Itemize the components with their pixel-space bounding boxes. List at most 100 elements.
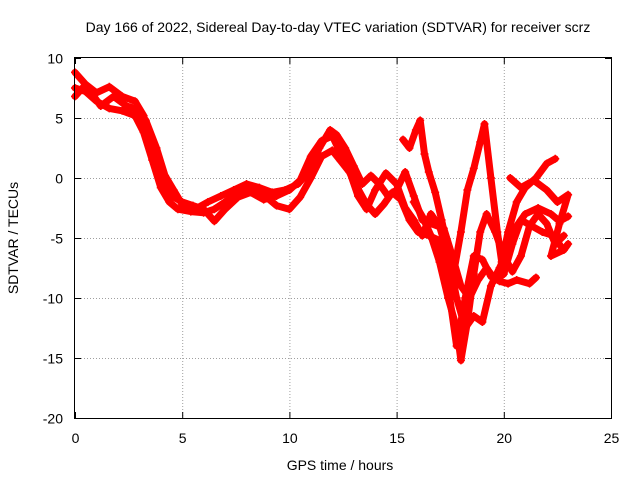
data-point <box>521 210 530 218</box>
x-tick-label: 20 <box>497 430 513 446</box>
data-point <box>379 200 388 209</box>
data-point <box>435 258 444 266</box>
data-point <box>476 228 485 236</box>
data-point <box>285 205 294 214</box>
data-point <box>371 186 380 194</box>
data-point <box>491 276 500 284</box>
data-point <box>401 168 410 176</box>
data-point <box>131 104 140 113</box>
y-tick-label: 0 <box>55 171 63 187</box>
y-tick-label: 5 <box>55 111 63 127</box>
data-point <box>326 126 335 134</box>
data-point <box>437 216 446 224</box>
data-point <box>216 192 225 200</box>
data-point <box>516 216 525 224</box>
data-point <box>564 212 573 221</box>
x-axis-label: GPS time / hours <box>287 457 394 473</box>
data-point <box>551 154 560 163</box>
data-point <box>409 216 418 224</box>
data-point <box>165 198 174 206</box>
data-point <box>478 255 487 264</box>
data-point <box>416 116 425 125</box>
data-point <box>332 130 341 139</box>
data-point <box>456 282 465 290</box>
data-point <box>246 188 255 197</box>
data-point <box>366 171 375 180</box>
data-point <box>242 180 251 188</box>
x-tick-label: 25 <box>604 430 620 446</box>
data-point <box>418 231 427 240</box>
data-point <box>564 240 573 248</box>
data-point <box>79 82 88 91</box>
data-point <box>141 116 150 125</box>
data-point <box>456 228 465 236</box>
data-point <box>531 273 540 282</box>
data-point <box>354 192 363 200</box>
data-point <box>118 106 127 115</box>
data-point <box>341 144 350 152</box>
y-tick-label: 10 <box>47 51 63 67</box>
grid <box>75 58 611 418</box>
data-point <box>508 267 517 276</box>
data-point <box>306 174 315 182</box>
data-point <box>259 195 268 204</box>
series-track-6 <box>506 174 573 260</box>
data-point <box>506 174 515 182</box>
data-point <box>516 252 525 260</box>
data-point <box>486 174 495 182</box>
data-point <box>392 186 401 194</box>
data-point <box>504 279 513 288</box>
data-point <box>371 210 380 218</box>
data-point <box>450 264 459 272</box>
data-point <box>173 205 182 214</box>
data-point <box>476 138 485 146</box>
data-point <box>444 294 453 302</box>
data-point <box>444 246 453 254</box>
x-tick-label: 10 <box>282 430 298 446</box>
data-point <box>463 186 472 194</box>
data-point <box>122 102 131 110</box>
data-point <box>426 210 435 218</box>
data-point <box>426 231 435 240</box>
data-point <box>478 318 487 326</box>
data-point <box>358 180 367 188</box>
data-point <box>131 97 140 106</box>
data-point <box>553 198 562 206</box>
data-point <box>516 183 525 192</box>
data-point <box>178 200 187 209</box>
data-point <box>161 171 170 180</box>
data-point <box>255 183 264 192</box>
data-point <box>542 159 551 168</box>
data-point <box>345 166 354 175</box>
data-point <box>559 231 568 240</box>
data-point <box>384 192 393 200</box>
x-tick-label: 15 <box>389 430 405 446</box>
data-point <box>210 205 219 214</box>
data-point <box>296 193 305 202</box>
data-point <box>336 150 345 158</box>
data-point <box>281 186 290 194</box>
y-axis-label: SDTVAR / TECUs <box>5 182 21 294</box>
series-line <box>506 174 572 260</box>
y-tick-label: -10 <box>43 291 63 307</box>
data-point <box>469 270 478 278</box>
data-point <box>456 356 465 365</box>
data-point <box>482 264 491 272</box>
y-tick-label: -5 <box>51 231 64 247</box>
data-point <box>424 168 433 176</box>
y-tick-label: -20 <box>43 411 63 427</box>
data-point <box>504 228 513 236</box>
data-point <box>169 186 178 194</box>
data-point <box>109 92 118 101</box>
data-point <box>431 188 440 197</box>
x-tick-label: 0 <box>72 430 80 446</box>
data-point <box>349 162 358 170</box>
data-point <box>405 144 414 152</box>
data-point <box>525 279 534 288</box>
data-point <box>399 135 408 144</box>
y-tick-label: -15 <box>43 351 63 367</box>
data-point <box>512 276 521 284</box>
data-point <box>221 205 230 214</box>
data-point <box>482 210 491 218</box>
